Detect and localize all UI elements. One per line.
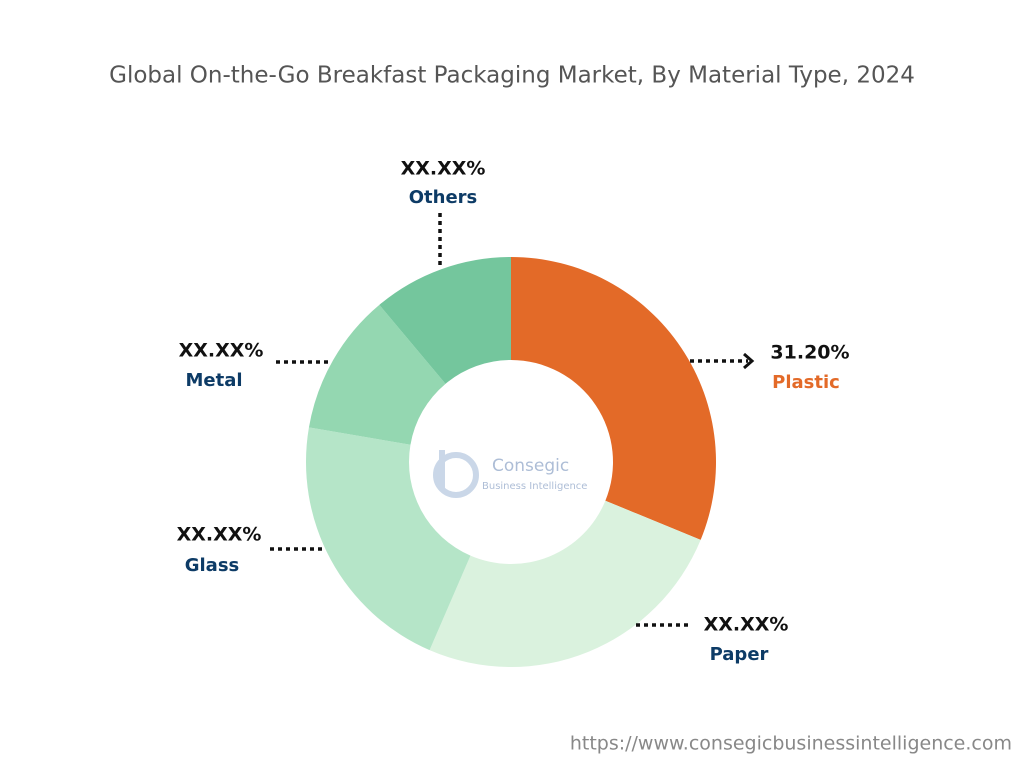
category-label: Metal (185, 370, 242, 391)
source-url: https://www.consegicbusinessintelligence… (570, 733, 1012, 755)
category-label: Plastic (772, 372, 840, 393)
slice (306, 427, 471, 651)
logo-name: Consegic (492, 456, 569, 476)
category-label: Others (409, 187, 478, 208)
value-label: XX.XX% (179, 340, 264, 362)
logo-tagline: Business Intelligence (482, 481, 587, 492)
value-label: 31.20% (770, 342, 849, 364)
slice (429, 500, 701, 667)
logo-icon (433, 452, 479, 498)
slice (379, 257, 511, 384)
slice (511, 257, 717, 540)
value-label: XX.XX% (401, 158, 486, 180)
value-label: XX.XX% (177, 524, 262, 546)
value-label: XX.XX% (704, 614, 789, 636)
logo: Consegic Business Intelligence (433, 450, 587, 498)
category-label: Glass (185, 555, 240, 576)
category-label: Paper (710, 644, 769, 665)
slice (308, 304, 446, 445)
chart-title: Global On-the-Go Breakfast Packaging Mar… (109, 63, 915, 89)
leader-arrow (743, 352, 755, 370)
